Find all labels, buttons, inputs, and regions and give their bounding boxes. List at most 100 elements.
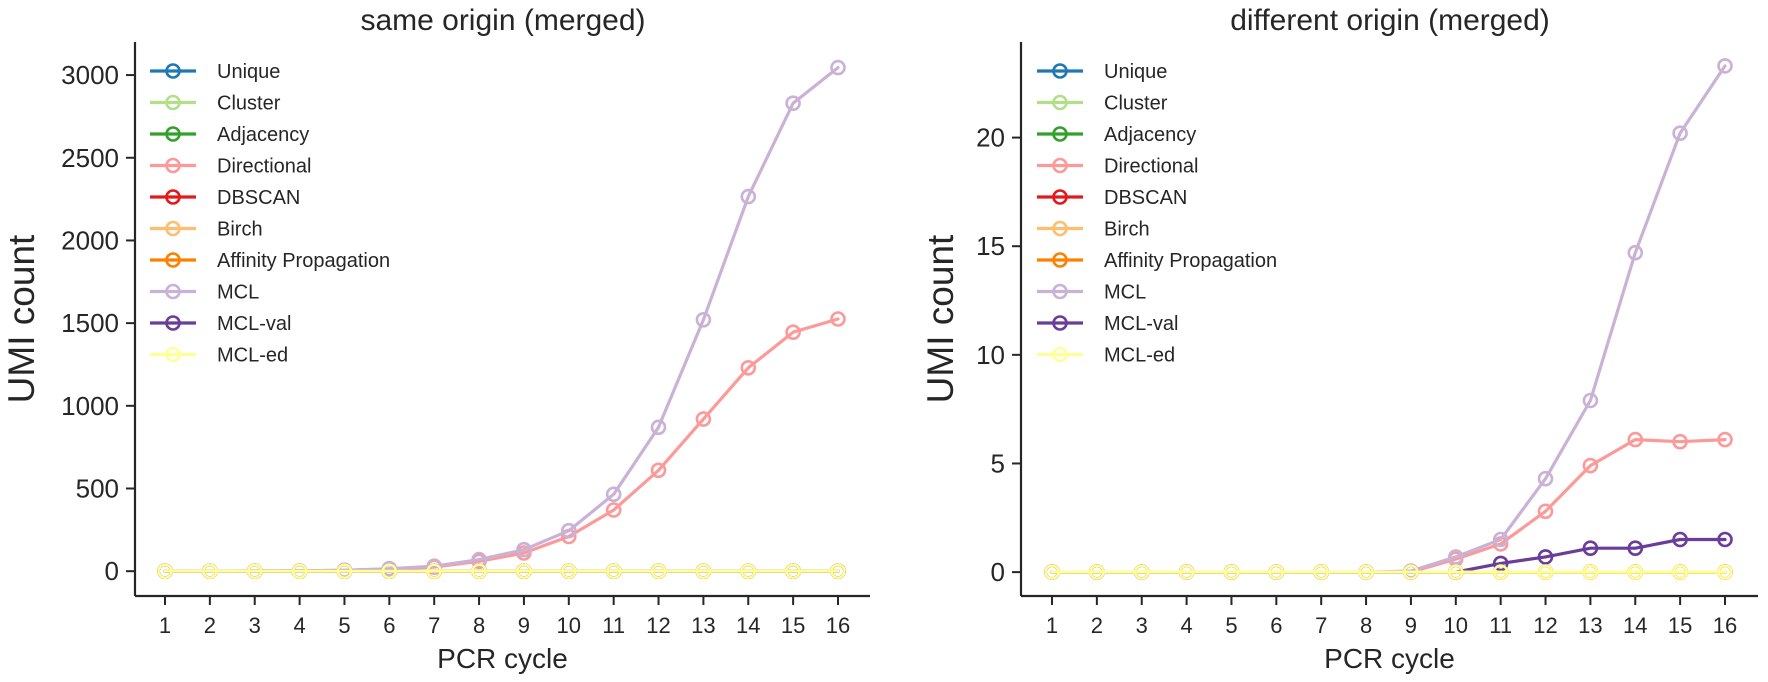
- data-point: [1627, 564, 1644, 580]
- x-tick-label: 1: [159, 613, 171, 638]
- data-point: [426, 563, 443, 580]
- data-point: [785, 324, 801, 341]
- legend-label: MCL-ed: [217, 345, 288, 367]
- data-point: [785, 563, 801, 580]
- legend-marker: [1052, 283, 1068, 300]
- x-tick-label: 11: [602, 613, 625, 638]
- legend-item: MCL-ed: [1037, 345, 1175, 367]
- x-tick-label: 16: [826, 613, 850, 638]
- legend-item: Affinity Propagation: [150, 250, 390, 272]
- legend-marker: [165, 189, 181, 205]
- y-tick-label: 20: [976, 123, 1005, 153]
- legend-label: Directional: [1104, 156, 1198, 178]
- legend-item: MCL: [1037, 282, 1146, 304]
- x-tick-label: 7: [1315, 613, 1327, 638]
- data-point: [695, 311, 712, 328]
- legend-label: Unique: [217, 61, 280, 83]
- data-point: [1537, 564, 1554, 580]
- data-point: [471, 563, 487, 580]
- legend-item: Adjacency: [1037, 124, 1196, 146]
- legend-item: Directional: [150, 156, 311, 178]
- data-point: [1717, 58, 1733, 74]
- data-point: [1313, 564, 1329, 580]
- x-tick-label: 14: [736, 613, 760, 638]
- data-point: [650, 563, 667, 580]
- data-point: [1672, 433, 1688, 450]
- x-tick-label: 12: [1533, 613, 1557, 638]
- legend-marker: [165, 315, 181, 331]
- x-tick-label: 12: [646, 613, 670, 638]
- series-group: [157, 59, 846, 580]
- data-point: [830, 563, 846, 580]
- data-point: [1537, 549, 1554, 565]
- data-point: [1268, 564, 1285, 580]
- data-point: [157, 563, 173, 580]
- legend-label: DBSCAN: [1104, 187, 1187, 209]
- x-tick-label: 15: [1668, 613, 1692, 638]
- x-tick-label: 9: [518, 613, 530, 638]
- legend-label: Adjacency: [1104, 124, 1196, 146]
- x-tick-label: 8: [473, 613, 485, 638]
- legend-marker: [165, 94, 181, 111]
- y-tick-label: 5: [991, 448, 1005, 478]
- chart-title: different origin (merged): [1230, 4, 1550, 37]
- data-point: [560, 563, 577, 580]
- legend-item: Cluster: [1037, 93, 1168, 115]
- legend-item: Birch: [150, 219, 263, 241]
- data-point: [471, 551, 487, 568]
- legend-label: Unique: [1104, 61, 1167, 83]
- x-tick-label: 5: [1225, 613, 1237, 638]
- data-point: [516, 541, 532, 558]
- data-point: [1178, 564, 1195, 580]
- legend-label: MCL: [217, 282, 259, 304]
- x-tick-label: 14: [1623, 613, 1647, 638]
- legend-label: Birch: [1104, 219, 1150, 241]
- legend-item: DBSCAN: [1037, 187, 1187, 209]
- y-tick-label: 0: [105, 556, 119, 586]
- series-mcl-ed: [1044, 564, 1733, 580]
- data-point: [1089, 564, 1105, 580]
- data-point: [695, 411, 712, 427]
- x-tick-label: 11: [1489, 613, 1512, 638]
- legend-marker: [165, 126, 181, 142]
- legend-marker: [165, 252, 181, 268]
- y-tick-label: 500: [76, 474, 119, 504]
- data-point: [650, 462, 667, 479]
- data-point: [1672, 531, 1688, 548]
- data-point: [1448, 549, 1464, 565]
- legend: Unique Cluster Adjacency Directional DBSCAN B…: [1037, 61, 1277, 367]
- chart-panel-1: same origin (merged) 0 500 1000 1500 2000 2500…: [1, 4, 870, 674]
- y-tick-label: 2500: [61, 143, 119, 173]
- y-tick-label: 1000: [61, 391, 119, 421]
- data-point: [1717, 564, 1733, 580]
- legend-marker: [1052, 126, 1068, 142]
- legend-label: Directional: [217, 156, 311, 178]
- y-axis-label: UMI count: [1, 234, 42, 403]
- legend-label: MCL: [1104, 282, 1146, 304]
- legend-item: Affinity Propagation: [1037, 250, 1277, 272]
- data-point: [1672, 125, 1688, 141]
- data-point: [1492, 564, 1509, 580]
- legend-marker: [1052, 346, 1068, 363]
- data-point: [830, 311, 846, 327]
- data-point: [605, 563, 622, 580]
- data-point: [1717, 431, 1733, 448]
- legend-marker: [1052, 157, 1068, 174]
- x-tick-label: 7: [428, 613, 440, 638]
- x-tick-label: 13: [691, 613, 715, 638]
- legend-item: Unique: [150, 61, 280, 83]
- legend-marker: [1052, 94, 1068, 111]
- data-point: [560, 522, 577, 539]
- data-point: [1537, 470, 1554, 487]
- legend-item: MCL-val: [150, 313, 291, 335]
- y-tick-label: 10: [976, 340, 1005, 370]
- data-point: [336, 563, 353, 580]
- x-tick-label: 10: [1444, 613, 1468, 638]
- legend-item: DBSCAN: [150, 187, 300, 209]
- legend-marker: [165, 157, 181, 174]
- legend-item: Adjacency: [150, 124, 309, 146]
- legend-marker: [165, 283, 181, 300]
- legend-item: Birch: [1037, 219, 1150, 241]
